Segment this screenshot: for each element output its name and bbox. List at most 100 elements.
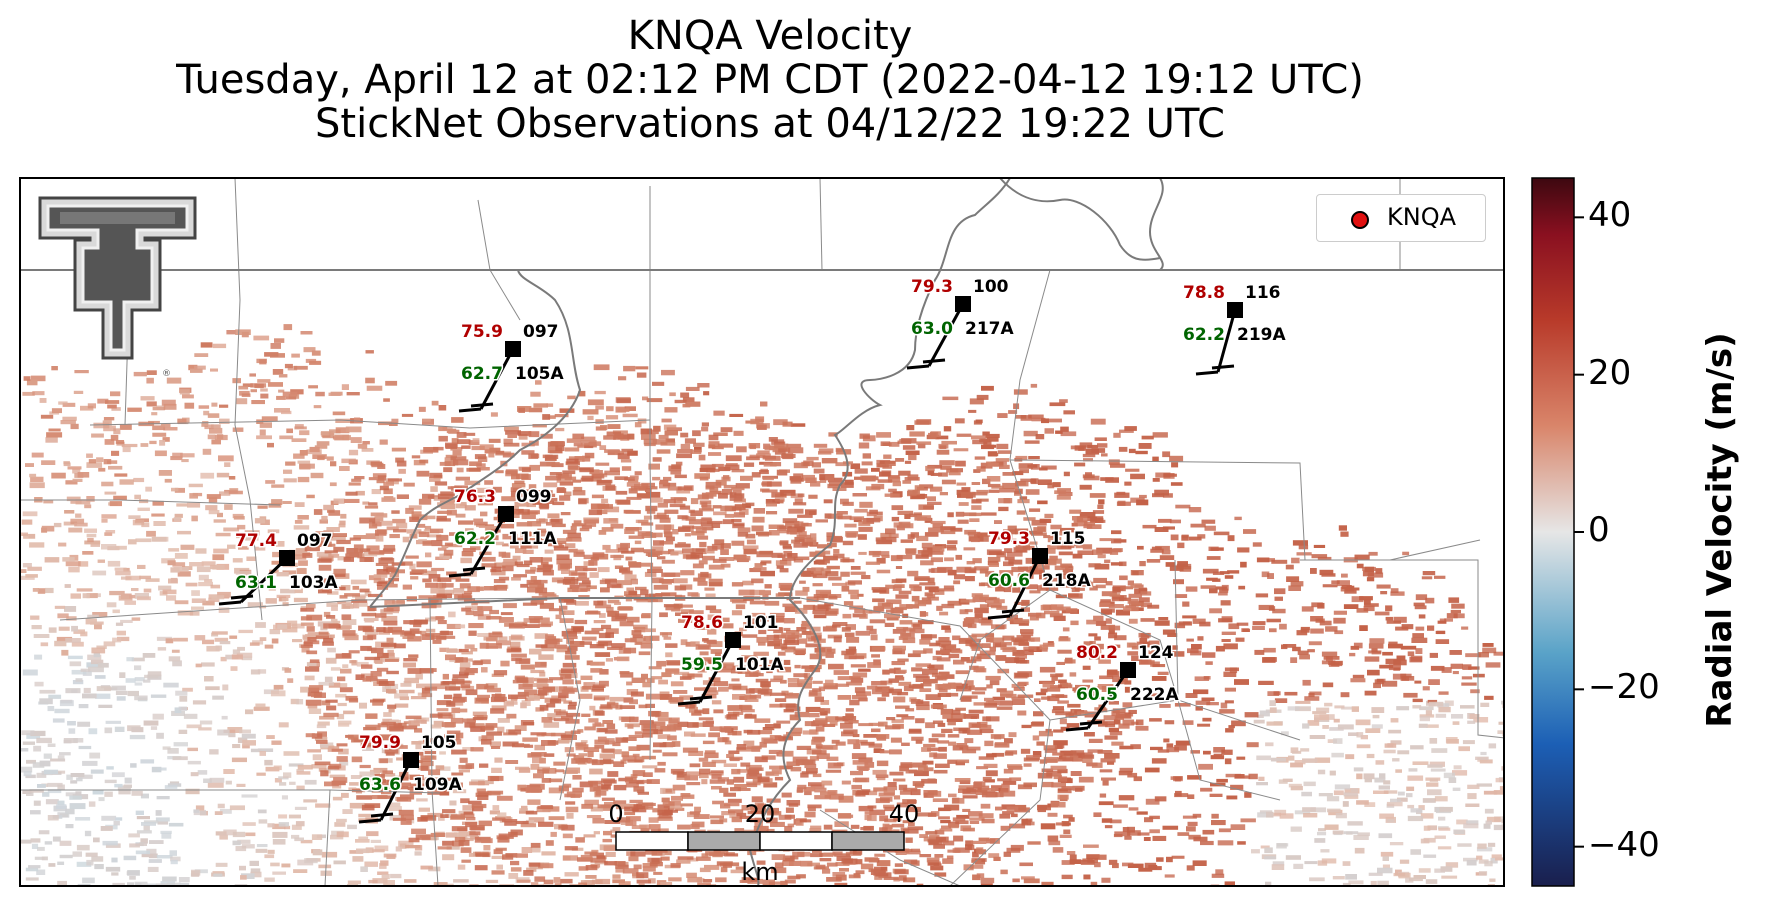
station-marker	[498, 506, 514, 522]
wind-barb-flag	[458, 407, 482, 413]
station-wind-direction: 101	[743, 613, 779, 633]
station-temperature: 79.9	[359, 733, 401, 753]
station-marker	[505, 341, 521, 357]
station-marker	[1032, 548, 1048, 564]
station-id: 222A	[1130, 685, 1179, 705]
wind-barb-staff	[1008, 555, 1042, 617]
station-plot: 78.8 116 62.2 219A	[1182, 282, 1288, 376]
station-marker	[1120, 662, 1136, 678]
colorbar-tick-label: 20	[1588, 352, 1632, 393]
wind-barb-staff	[469, 513, 508, 575]
station-id: 101A	[735, 655, 784, 675]
wind-barb-flag	[922, 358, 946, 364]
station-temperature: 75.9	[461, 322, 503, 342]
velocity-echo-layer	[20, 324, 1504, 886]
wind-barb-flag	[987, 614, 1011, 620]
station-id: 103A	[289, 573, 338, 593]
wind-barb-flag	[218, 600, 242, 606]
scale-tick-20: 20	[744, 800, 776, 828]
wind-barb-staff	[1086, 669, 1130, 729]
station-plot: 77.4 097 63.1 103A	[218, 530, 340, 606]
wind-barb-flag	[1079, 720, 1103, 726]
station-temperature: 77.4	[235, 531, 277, 551]
station-wind-direction: 124	[1138, 643, 1174, 663]
legend-label: KNQA	[1387, 203, 1456, 231]
map-legend: KNQA	[1316, 194, 1486, 242]
station-dewpoint: 62.2	[1183, 325, 1225, 345]
station-id: 219A	[1237, 325, 1286, 345]
title-observations: StickNet Observations at 04/12/22 19:22 …	[315, 101, 1225, 147]
station-plot: 80.2 124 60.5 222A	[1065, 642, 1181, 732]
station-wind-direction: 100	[973, 277, 1009, 297]
scale-segment	[615, 831, 689, 851]
station-dewpoint: 63.6	[359, 775, 401, 795]
station-wind-direction: 097	[297, 531, 333, 551]
wind-barb-flag	[906, 364, 930, 370]
station-plot: 79.9 105 63.6 109A	[358, 732, 464, 824]
colorbar-tick-label: 40	[1588, 195, 1632, 236]
station-id: 218A	[1042, 571, 1091, 591]
wind-barb-flag	[358, 818, 382, 824]
wind-barb-flag	[677, 700, 701, 706]
scale-tick-0: 0	[608, 800, 624, 828]
station-marker	[1227, 302, 1243, 318]
wind-barb-flag	[1001, 608, 1025, 614]
station-wind-direction: 097	[523, 322, 559, 342]
station-temperature: 78.6	[681, 613, 723, 633]
wind-barb-flag	[1195, 370, 1219, 376]
station-temperature: 76.3	[454, 487, 496, 507]
station-id: 109A	[413, 775, 462, 795]
colorbar-tick-label: 0	[1588, 510, 1610, 550]
colorbar-title: Radial Velocity (m/s)	[1700, 332, 1740, 728]
colorbar-tick-label: −20	[1588, 667, 1660, 708]
wind-barb-staff	[927, 303, 965, 367]
station-dewpoint: 63.1	[235, 573, 277, 593]
scale-segment	[687, 831, 761, 851]
wind-barb-flag	[370, 812, 394, 818]
title-radar: KNQA Velocity	[627, 13, 913, 59]
station-marker	[955, 296, 971, 312]
station-temperature: 79.3	[911, 277, 953, 297]
wind-barb-staff	[379, 759, 413, 821]
station-plot: 79.3 100 63.0 217A	[906, 276, 1016, 370]
station-plot: 78.6 101 59.5 101A	[677, 612, 786, 706]
state-boundaries	[20, 178, 1504, 886]
station-marker	[403, 752, 419, 768]
station-id: 105A	[515, 364, 564, 384]
station-dewpoint: 59.5	[681, 655, 723, 675]
sticknet-stations: 75.9 097 62.7 105A 79.3 100 63.0 217A 78.8 116 62.…	[218, 276, 1288, 824]
colorbar	[1531, 177, 1584, 887]
station-dewpoint: 63.0	[911, 319, 953, 339]
scale-tick-40: 40	[888, 800, 920, 828]
station-wind-direction: 116	[1245, 283, 1281, 303]
station-temperature: 80.2	[1076, 643, 1118, 663]
station-marker	[725, 632, 741, 648]
colorbar-gradient	[1531, 177, 1575, 887]
legend-marker-icon	[1351, 211, 1369, 229]
wind-barb-flag	[462, 566, 486, 572]
scale-segment	[759, 831, 833, 851]
station-marker	[279, 550, 295, 566]
station-wind-direction: 099	[516, 487, 552, 507]
station-dewpoint: 62.2	[454, 529, 496, 549]
station-dewpoint: 62.7	[461, 364, 503, 384]
title-datetime: Tuesday, April 12 at 02:12 PM CDT (2022-…	[176, 57, 1364, 103]
station-wind-direction: 105	[421, 733, 457, 753]
wind-barb-flag	[1211, 364, 1235, 370]
wind-barb-flag	[1065, 726, 1089, 732]
texas-tech-logo: ®	[38, 196, 197, 379]
map-frame	[19, 177, 1505, 887]
wind-barb-staff	[479, 348, 515, 410]
wind-barb-flag	[230, 594, 254, 600]
station-temperature: 78.8	[1183, 283, 1225, 303]
scale-unit: km	[741, 858, 779, 886]
wind-barb-staff	[1216, 309, 1237, 373]
station-plot: 79.3 115 60.6 218A	[987, 528, 1093, 620]
wind-barb-flag	[689, 695, 713, 701]
wind-barb-flag	[470, 402, 494, 408]
station-id: 217A	[965, 319, 1014, 339]
colorbar-tick-label: −40	[1588, 824, 1660, 865]
station-id: 111A	[508, 529, 557, 549]
wind-barb-flag	[448, 572, 472, 578]
